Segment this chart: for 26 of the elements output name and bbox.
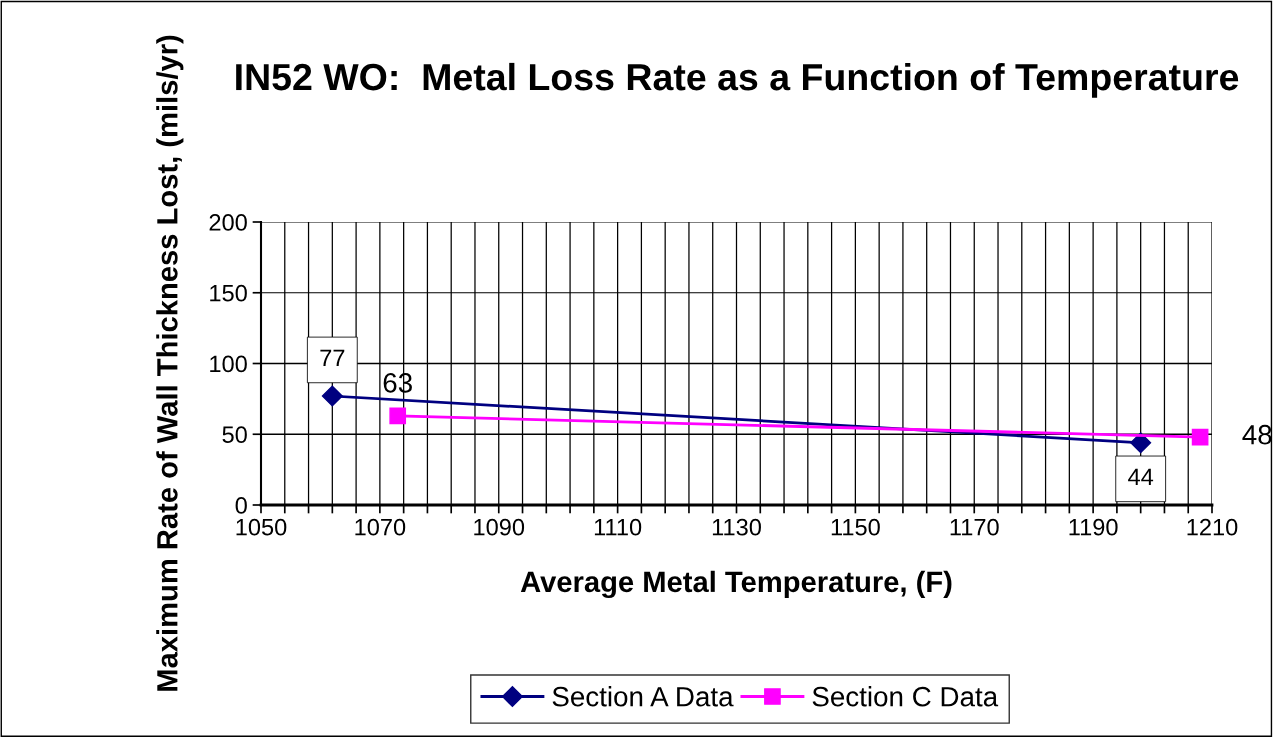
x-tick-label: 1130 xyxy=(712,518,761,536)
y-axis-title: Maximum Rate of Wall Thickness Lost, (mils/yr) xyxy=(156,35,184,691)
x-axis-title: Average Metal Temperature, (F) xyxy=(520,570,952,599)
point xyxy=(1130,432,1152,454)
data-label: 48 xyxy=(1242,424,1272,445)
x-tick-label: 1150 xyxy=(831,518,880,536)
point xyxy=(389,407,407,425)
x-tick-label: 1050 xyxy=(236,518,287,536)
x-tick-label: 1090 xyxy=(474,518,525,536)
y-tick-label: 150 xyxy=(210,284,247,302)
data-label: 44 xyxy=(1128,468,1154,485)
legend-label: Section A Data xyxy=(552,686,734,707)
data-label: 77 xyxy=(320,349,345,367)
y-tick-label: 200 xyxy=(209,214,247,231)
legend-label: Section C Data xyxy=(812,686,999,707)
point xyxy=(1191,428,1209,446)
x-tick-label: 1170 xyxy=(950,518,999,536)
chart-title: IN52 WO: Metal Loss Rate as a Function of Temperature xyxy=(236,62,1239,98)
point xyxy=(321,385,343,407)
x-tick-label: 1110 xyxy=(594,518,642,536)
x-tick-label: 1070 xyxy=(355,518,406,536)
y-tick-label: 100 xyxy=(210,355,247,373)
y-tick-label: 0 xyxy=(235,497,247,514)
y-tick-label: 50 xyxy=(222,426,247,444)
x-tick-label: 1210 xyxy=(1187,518,1238,536)
x-tick-label: 1190 xyxy=(1069,518,1118,536)
